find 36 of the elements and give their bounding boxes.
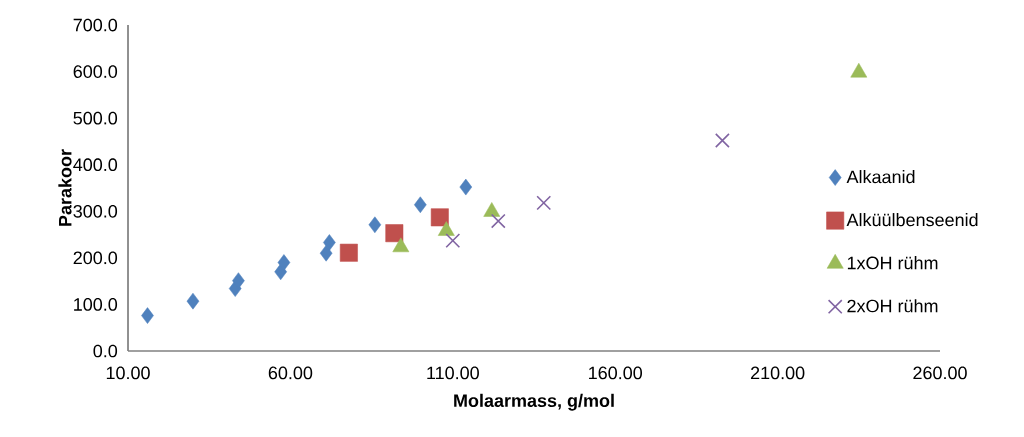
x-tick-label: 260.00 — [913, 366, 967, 380]
x-tick-label: 160.00 — [589, 366, 643, 380]
point — [186, 292, 200, 310]
point — [277, 254, 291, 271]
point — [414, 196, 427, 214]
x-tick-label: 110.00 — [427, 366, 479, 380]
y-tick-label: 700.0 — [73, 18, 118, 32]
x-tick-label: 210.00 — [750, 366, 805, 380]
point — [536, 195, 552, 211]
point — [232, 272, 245, 289]
legend-label: Alküülbenseenid — [846, 213, 978, 227]
y-tick-label: 400.0 — [73, 158, 118, 172]
legend-label: 2xOH rühm — [847, 299, 938, 313]
point — [445, 233, 461, 249]
y-tick-label: 100.0 — [74, 298, 118, 311]
y-tick-label: 0.0 — [93, 344, 118, 358]
point — [430, 208, 449, 227]
y-tick-label: 500.0 — [73, 111, 118, 125]
point — [490, 213, 506, 229]
x-tick-label: 60.00 — [268, 366, 313, 380]
point — [385, 224, 404, 243]
legend-label: 1xOH rühm — [847, 256, 938, 270]
point — [459, 178, 473, 196]
point — [339, 243, 358, 262]
y-axis-title: Parakoor — [58, 149, 72, 226]
point — [714, 133, 730, 148]
x-tick-label: 10.00 — [106, 366, 150, 380]
y-tick-label: 300.0 — [73, 204, 118, 218]
point — [368, 216, 382, 234]
legend-label: Alkaanid — [846, 170, 915, 184]
point — [319, 244, 333, 262]
point — [323, 234, 336, 251]
y-tick-label: 600.0 — [73, 65, 118, 78]
x-axis-title: Molaarmass, g/mol — [454, 393, 614, 411]
point — [141, 307, 154, 324]
y-tick-label: 200.0 — [73, 251, 118, 265]
